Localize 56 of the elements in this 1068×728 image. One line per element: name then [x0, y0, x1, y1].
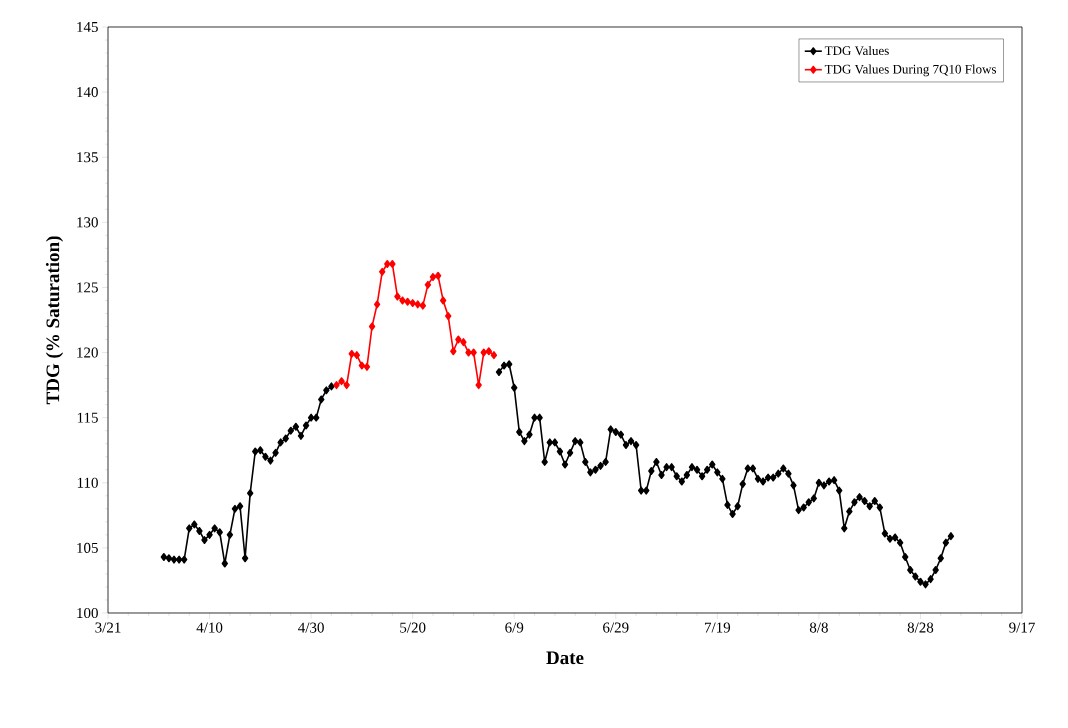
- point: [434, 271, 442, 280]
- point: [465, 348, 472, 357]
- point: [480, 348, 487, 357]
- point: [429, 273, 437, 282]
- x-tick-label: 8/8: [809, 622, 828, 633]
- y-tick-label: 125: [77, 282, 98, 293]
- point: [414, 300, 421, 309]
- y-tick-label: 130: [77, 217, 98, 228]
- y-tick-label: 135: [77, 152, 98, 163]
- x-tick-label: 4/10: [196, 622, 223, 633]
- point: [470, 348, 477, 357]
- legend-label: TDG Values During 7Q10 Flows: [824, 64, 997, 77]
- x-axis-title: Date: [546, 651, 584, 665]
- point: [363, 362, 371, 371]
- x-tick-label: 4/30: [298, 622, 324, 633]
- point: [439, 296, 447, 305]
- point: [368, 322, 376, 331]
- point: [358, 361, 366, 370]
- y-tick-label: 145: [77, 21, 98, 33]
- y-tick-label: 100: [77, 607, 98, 619]
- point: [460, 338, 467, 347]
- y-tick-label: 120: [77, 347, 98, 358]
- y-tick-label: 115: [77, 412, 98, 423]
- y-tick-label: 110: [77, 477, 98, 488]
- point: [404, 297, 411, 306]
- point: [490, 351, 498, 360]
- point: [373, 300, 381, 309]
- point: [389, 260, 396, 268]
- point: [348, 349, 355, 358]
- point: [399, 296, 406, 305]
- point: [409, 299, 416, 308]
- x-tick-label: 8/28: [907, 622, 934, 633]
- point: [379, 267, 386, 276]
- y-tick-label: 105: [77, 542, 98, 553]
- point: [419, 301, 427, 310]
- x-tick-label: 9/17: [1009, 622, 1035, 633]
- point: [343, 381, 350, 390]
- x-tick-label: 5/20: [400, 622, 426, 633]
- y-tick-label: 140: [77, 87, 98, 98]
- y-axis-title: TDG (% Saturation): [45, 236, 64, 405]
- x-tick-label: 7/19: [704, 622, 731, 633]
- point: [450, 347, 457, 356]
- x-tick-label: 6/9: [505, 622, 524, 633]
- point: [333, 381, 340, 390]
- point: [445, 312, 452, 321]
- legend-label: TDG Values: [824, 45, 889, 56]
- point: [353, 351, 361, 360]
- point: [394, 292, 401, 301]
- point: [338, 377, 345, 386]
- x-tick-label: 6/29: [603, 622, 629, 633]
- point: [475, 381, 482, 390]
- x-tick-label: 3/21: [95, 622, 121, 633]
- point: [384, 260, 391, 268]
- point: [485, 347, 493, 356]
- point: [455, 335, 462, 344]
- point: [424, 280, 432, 289]
